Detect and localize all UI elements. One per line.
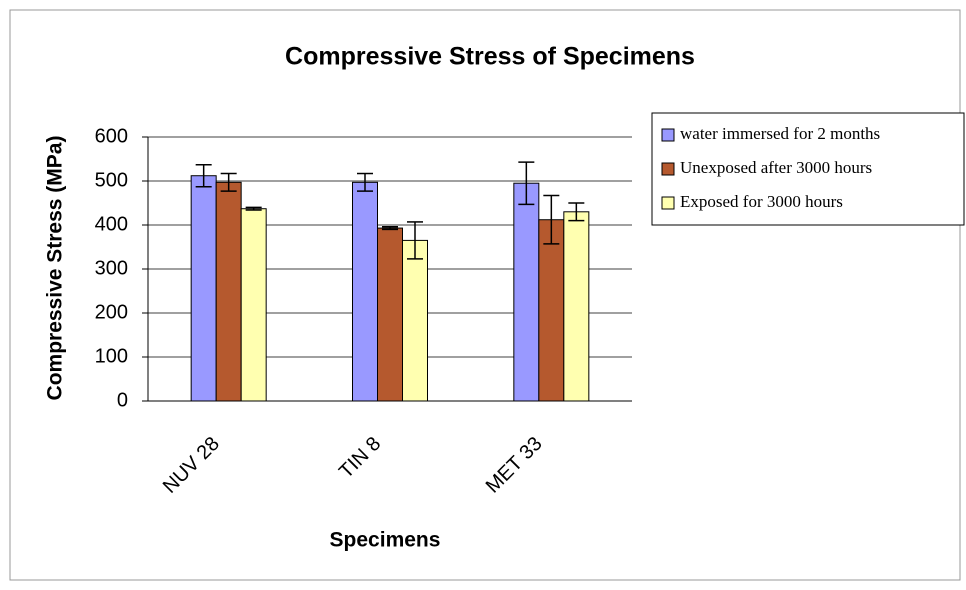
legend-box: [651, 112, 965, 226]
bar: [352, 181, 378, 402]
bar: [563, 211, 590, 402]
chart-border: [9, 9, 961, 581]
legend-label: water immersed for 2 months: [680, 124, 880, 143]
error-bar: [407, 221, 423, 260]
error-bar: [220, 172, 237, 192]
error-bar: [357, 172, 373, 192]
error-bar: [518, 161, 535, 206]
legend-swatch: [661, 162, 675, 176]
error-bar: [195, 163, 212, 188]
bar: [215, 181, 242, 402]
bar: [240, 208, 267, 402]
legend-swatch: [661, 196, 675, 210]
y-tick-label: 100: [95, 345, 128, 367]
bar: [538, 219, 565, 402]
legend-swatch: [661, 128, 675, 142]
error-bar: [245, 206, 262, 211]
legend-label: Exposed for 3000 hours: [680, 192, 843, 211]
y-tick-label: 600: [95, 125, 128, 147]
y-tick-label: 200: [95, 301, 128, 323]
y-axis-label: Compressive Stress (MPa): [44, 136, 67, 401]
legend-label: Unexposed after 3000 hours: [680, 158, 872, 177]
x-axis-label: Specimens: [330, 529, 441, 552]
y-tick-label: 400: [95, 213, 128, 235]
y-tick-label: 500: [95, 169, 128, 191]
chart-title: Compressive Stress of Specimens: [285, 43, 695, 71]
bar: [190, 175, 217, 402]
error-bar: [382, 226, 398, 231]
y-tick-label: 0: [117, 389, 128, 411]
error-bar: [543, 194, 560, 245]
bar: [402, 239, 428, 402]
bar: [513, 182, 540, 402]
error-bar: [568, 202, 585, 222]
y-tick-label: 300: [95, 257, 128, 279]
bar: [377, 227, 403, 402]
